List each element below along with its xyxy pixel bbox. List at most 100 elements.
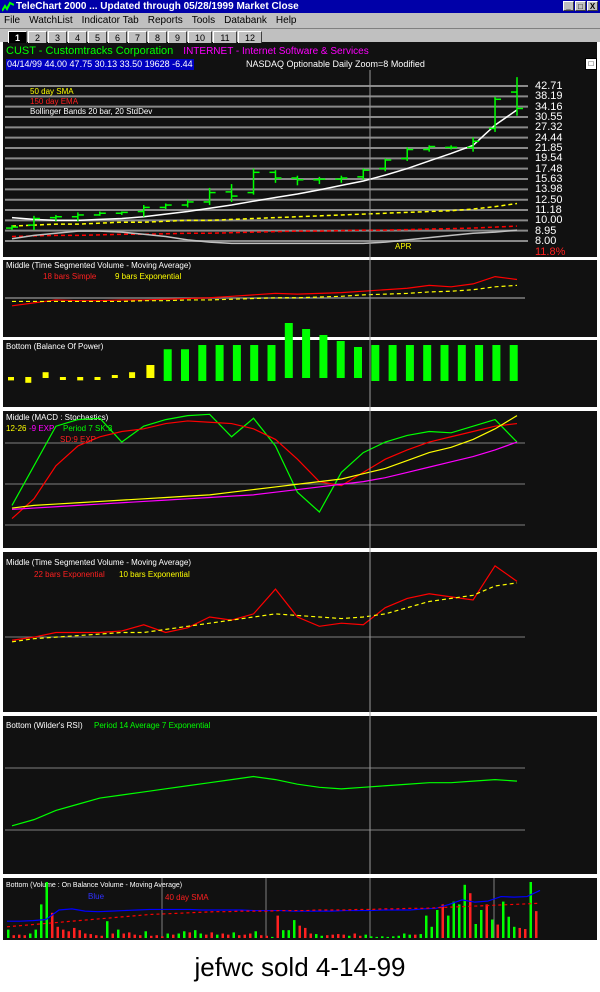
- volume-bar: [491, 919, 494, 938]
- bop-bar: [284, 323, 293, 378]
- tab-3[interactable]: 3: [48, 31, 67, 43]
- volume-bar: [419, 934, 422, 938]
- restore-window-icon[interactable]: □: [585, 58, 597, 70]
- volume-bar: [392, 936, 395, 938]
- volume-bar: [45, 882, 48, 938]
- panel-divider: [3, 337, 597, 340]
- price-tick-label: 8.95: [535, 224, 557, 237]
- volume-bar: [535, 911, 538, 938]
- tab-11[interactable]: 11: [213, 31, 237, 43]
- price-tick-label: 34.16: [535, 100, 563, 113]
- price-overlay-line: [11, 202, 518, 227]
- volume-bar: [293, 920, 296, 938]
- menu-help[interactable]: Help: [275, 15, 297, 26]
- tab-2[interactable]: 2: [28, 31, 47, 43]
- volume-bar: [111, 933, 114, 938]
- price-tick-label: 17.48: [535, 162, 563, 175]
- bop-bar: [388, 345, 397, 381]
- price-legend-item: 50 day SMA: [30, 87, 74, 96]
- series-label: 40 day SMA: [165, 893, 209, 902]
- tab-6[interactable]: 6: [108, 31, 127, 43]
- volume-bar: [320, 935, 323, 938]
- telechart-logo-icon: [2, 1, 14, 12]
- tsv1-series-line: [11, 275, 518, 307]
- volume-bar: [18, 934, 21, 938]
- volume-bar: [386, 936, 389, 938]
- volume-bar: [40, 904, 43, 938]
- menu-file[interactable]: File: [4, 15, 21, 26]
- menu-reports[interactable]: Reports: [147, 15, 183, 26]
- bop-bar: [250, 345, 259, 381]
- volume-bar: [507, 916, 510, 938]
- minimize-button[interactable]: _: [563, 1, 574, 11]
- volume-bar: [342, 934, 345, 938]
- tab-12[interactable]: 12: [238, 31, 262, 43]
- volume-bar: [425, 915, 428, 938]
- volume-bar: [331, 934, 334, 938]
- volume-bar: [447, 915, 450, 938]
- menu-tools[interactable]: Tools: [191, 15, 216, 26]
- bop-bar: [163, 349, 172, 381]
- price-overlay-line: [11, 229, 518, 245]
- volume-bar: [29, 933, 32, 938]
- volume-bar: [89, 934, 92, 938]
- price-tick-label: 15.63: [535, 173, 563, 186]
- menu-indicator-tab[interactable]: Indicator Tab: [81, 15, 139, 26]
- volume-bar: [353, 933, 356, 938]
- bop-bar: [302, 329, 311, 378]
- volume-bar: [304, 927, 307, 938]
- volume-bar: [139, 935, 142, 938]
- volume-bar: [496, 924, 499, 938]
- close-button[interactable]: X: [587, 1, 598, 11]
- panel-title: Bottom (Balance Of Power): [6, 342, 104, 351]
- volume-bar: [348, 935, 351, 938]
- bop-bar: [475, 345, 484, 381]
- price-overlay-line: [11, 225, 518, 238]
- bop-bar: [8, 377, 14, 381]
- volume-bar: [326, 935, 329, 938]
- tab-10[interactable]: 10: [188, 31, 212, 43]
- tsv2-series-line: [11, 564, 518, 641]
- chart-area[interactable]: [3, 42, 597, 940]
- tab-7[interactable]: 7: [128, 31, 147, 43]
- bop-bar: [405, 345, 414, 381]
- percent-change-label: 11.8%: [535, 246, 566, 258]
- bop-bar: [129, 372, 136, 378]
- maximize-button[interactable]: □: [575, 1, 586, 11]
- panel-divider: [3, 874, 597, 878]
- tab-5[interactable]: 5: [88, 31, 107, 43]
- volume-bar: [408, 934, 411, 938]
- tab-9[interactable]: 9: [168, 31, 187, 43]
- panel-divider: [3, 407, 597, 411]
- volume-bar: [84, 933, 87, 938]
- volume-bar: [221, 933, 224, 938]
- volume-bar: [287, 930, 290, 938]
- volume-bar: [23, 935, 26, 938]
- tab-4[interactable]: 4: [68, 31, 87, 43]
- menu-bar: File WatchList Indicator Tab Reports Tools Da…: [0, 13, 600, 28]
- volume-bar: [243, 934, 246, 938]
- tab-8[interactable]: 8: [148, 31, 167, 43]
- volume-bar: [128, 932, 131, 938]
- price-tick-label: 42.71: [535, 80, 563, 92]
- menu-watchlist[interactable]: WatchList: [29, 15, 73, 26]
- bop-bar: [440, 345, 449, 381]
- volume-series-line: [6, 902, 541, 928]
- symbol-name: CUST - Customtracks Corporation: [6, 45, 174, 57]
- bop-bar: [267, 345, 276, 381]
- volume-bar: [210, 932, 213, 938]
- tab-1[interactable]: 1: [8, 31, 27, 43]
- window-title: TeleChart 2000 ... Updated through 05/28…: [16, 1, 299, 12]
- bop-bar: [457, 345, 466, 381]
- price-tick-label: 10.00: [535, 214, 563, 227]
- price-tick-label: 38.19: [535, 90, 563, 103]
- menu-databank[interactable]: Databank: [224, 15, 267, 26]
- volume-bar: [441, 904, 444, 938]
- panel-divider: [3, 712, 597, 716]
- price-tick-label: 8.00: [535, 235, 557, 247]
- volume-bar: [271, 936, 274, 938]
- bop-bar: [25, 377, 32, 383]
- panel-title: Bottom (Volume : On Balance Volume - Mov…: [6, 882, 182, 889]
- volume-bar: [161, 936, 164, 938]
- volume-bar: [78, 930, 81, 938]
